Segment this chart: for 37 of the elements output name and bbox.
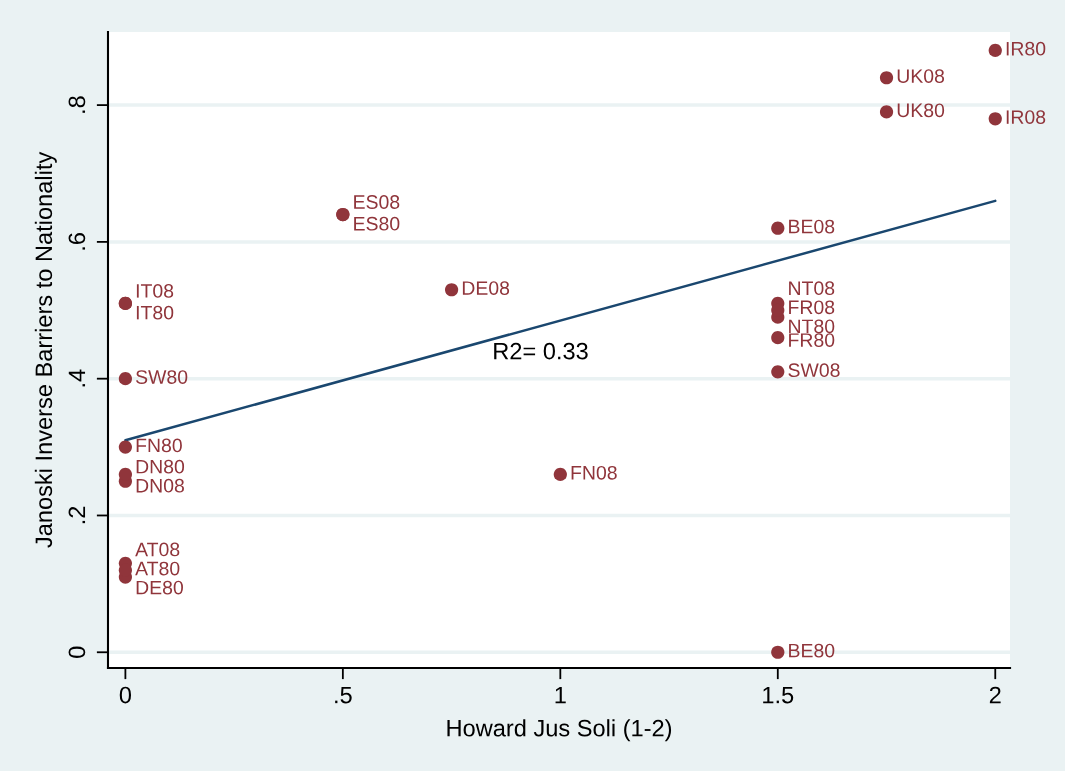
y-tick-label: .2 — [68, 506, 86, 524]
data-label: SW80 — [135, 370, 188, 384]
x-tick-label: 0 — [119, 686, 132, 704]
y-tick-label: .6 — [68, 233, 86, 250]
data-label: DE80 — [136, 580, 183, 595]
annotation: R2= 0.33 — [494, 342, 588, 360]
data-label: IT80 — [136, 305, 174, 320]
data-label: FN08 — [571, 465, 617, 480]
data-label: NT08 — [789, 281, 835, 296]
data-label: ES08 — [354, 195, 400, 209]
x-tick-label: .5 — [335, 686, 352, 704]
y-tick-label: .8 — [68, 96, 86, 113]
y-tick-label: .4 — [68, 369, 86, 387]
data-label: IT08 — [136, 284, 174, 298]
data-label: UK80 — [897, 103, 945, 118]
data-label: AT80 — [135, 561, 180, 576]
data-label: FR08 — [789, 300, 835, 315]
x-axis-title: Howard Jus Soli (1-2) — [447, 719, 672, 742]
x-tick-label: 1 — [555, 686, 566, 704]
data-label: DN80 — [136, 459, 185, 474]
data-label: IR80 — [1006, 41, 1046, 56]
x-tick-label: 2 — [989, 686, 1001, 704]
y-tick-label: 0 — [68, 646, 86, 658]
y-axis-title: Janoski Inverse Barriers to Nationality — [34, 151, 57, 548]
data-label: DN08 — [136, 478, 184, 493]
data-label: BE08 — [789, 219, 835, 234]
data-label: AT08 — [135, 542, 180, 557]
data-label: BE80 — [789, 643, 835, 658]
data-label: FN80 — [136, 438, 182, 453]
data-label: SW08 — [788, 363, 840, 378]
data-label: IR08 — [1006, 110, 1046, 124]
x-tick-label: 1.5 — [763, 686, 794, 704]
data-label: DE08 — [462, 281, 510, 295]
data-label: NT80 — [789, 319, 835, 334]
data-label: FR80 — [789, 333, 835, 347]
data-label: UK08 — [897, 69, 945, 83]
data-label: ES80 — [354, 216, 400, 231]
